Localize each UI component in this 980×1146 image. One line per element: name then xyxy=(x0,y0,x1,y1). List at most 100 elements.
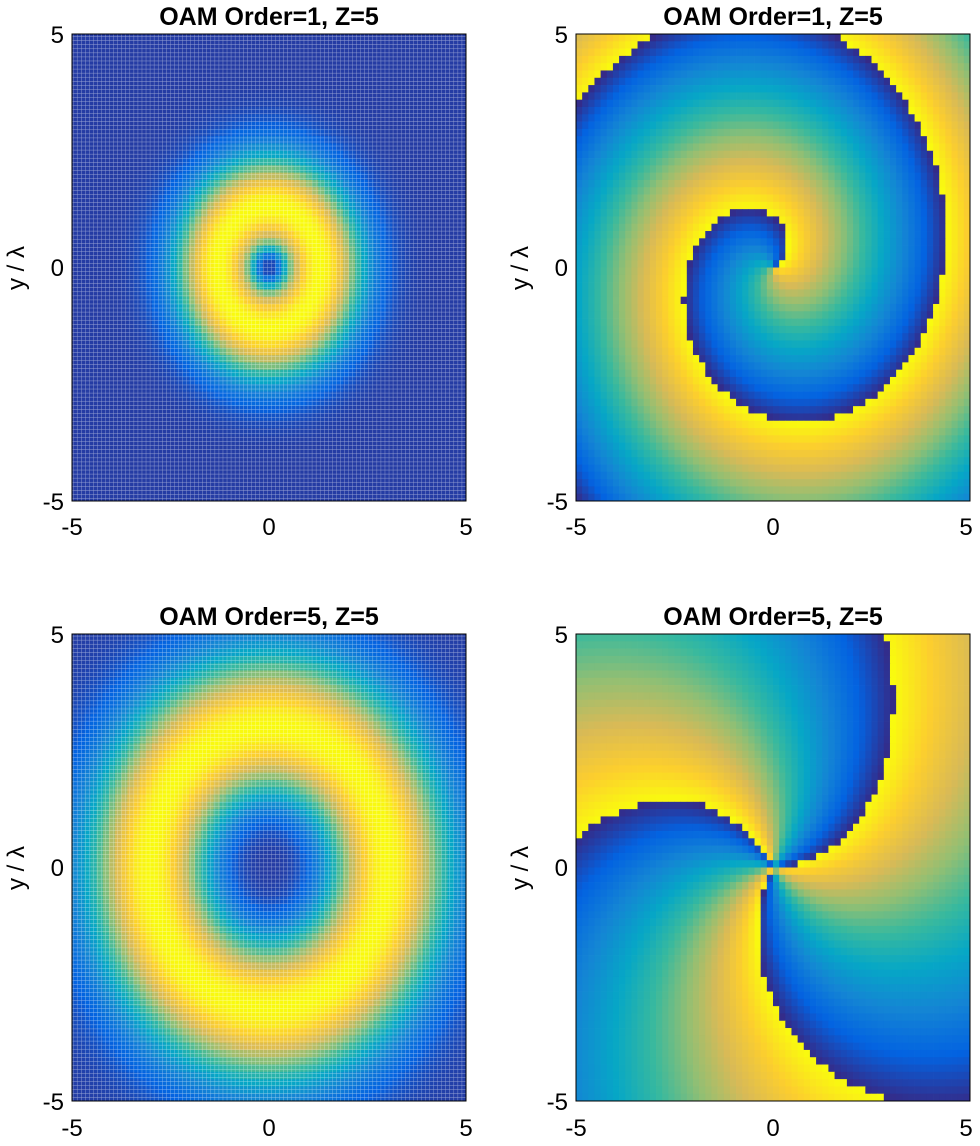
heatmap-cell xyxy=(865,41,872,49)
heatmap-cell xyxy=(926,114,934,122)
heatmap-cell xyxy=(717,128,725,137)
heatmap-cell xyxy=(729,55,737,64)
heatmap-cell xyxy=(742,70,749,79)
heatmap-cell xyxy=(834,121,842,130)
heatmap-cell xyxy=(766,77,774,86)
heatmap-cell xyxy=(896,55,903,64)
panel-2-title: OAM Order=1, Z=5 xyxy=(663,3,883,31)
heatmap-cell xyxy=(649,63,657,71)
heatmap-cell xyxy=(649,121,657,130)
heatmap-cell xyxy=(883,41,891,49)
heatmap-cell xyxy=(914,55,922,64)
heatmap-cell xyxy=(939,55,946,64)
heatmap-cell xyxy=(816,48,823,57)
heatmap-cell xyxy=(662,63,669,71)
heatmap-cell xyxy=(600,41,608,49)
panel-1-xtick-2: 5 xyxy=(459,514,472,541)
heatmap-cell xyxy=(957,77,965,86)
heatmap-cell xyxy=(748,55,755,64)
heatmap-cell xyxy=(631,55,638,64)
heatmap-cell xyxy=(692,48,700,57)
heatmap-cell xyxy=(600,106,608,115)
heatmap-cell xyxy=(625,34,632,42)
heatmap-cell xyxy=(822,99,829,108)
heatmap-cell xyxy=(908,121,915,130)
heatmap-cell xyxy=(748,121,755,130)
heatmap-cell xyxy=(945,99,952,108)
heatmap-cell xyxy=(692,41,700,49)
heatmap-cell xyxy=(612,34,620,42)
heatmap-cell xyxy=(612,99,620,108)
heatmap-cell xyxy=(957,121,965,130)
heatmap-cell xyxy=(809,41,817,49)
heatmap-cell xyxy=(674,63,682,71)
heatmap-cell xyxy=(785,63,792,71)
heatmap-cell xyxy=(680,48,688,57)
heatmap-cell xyxy=(908,92,915,101)
heatmap-cell xyxy=(846,55,854,64)
heatmap-cell xyxy=(828,114,835,122)
heatmap-cell xyxy=(748,48,755,57)
heatmap-cell xyxy=(760,34,768,42)
heatmap-cell xyxy=(920,121,928,130)
heatmap-cell xyxy=(877,92,885,101)
heatmap-cell xyxy=(853,55,860,64)
heatmap-cell xyxy=(656,99,663,108)
heatmap-cell xyxy=(656,85,663,93)
heatmap-cell xyxy=(939,85,946,93)
heatmap-cell xyxy=(748,41,755,49)
heatmap-cell xyxy=(643,99,651,108)
heatmap-cell xyxy=(748,63,755,71)
heatmap-cell xyxy=(951,70,959,79)
heatmap-cell xyxy=(877,99,885,108)
heatmap-cell xyxy=(631,121,638,130)
heatmap-cell xyxy=(729,92,737,101)
heatmap-cell xyxy=(834,99,842,108)
heatmap-cell xyxy=(939,121,946,130)
heatmap-cell xyxy=(822,48,829,57)
heatmap-cell xyxy=(625,85,632,93)
heatmap-cell xyxy=(711,55,718,64)
heatmap-cell xyxy=(926,34,934,42)
heatmap-cell xyxy=(896,63,903,71)
heatmap-cell xyxy=(582,48,589,57)
heatmap-cell xyxy=(883,48,891,57)
heatmap-cell xyxy=(606,48,614,57)
heatmap-cell xyxy=(705,48,712,57)
heatmap-cell xyxy=(896,34,903,42)
heatmap-cell xyxy=(582,77,589,86)
heatmap-cell xyxy=(779,92,786,101)
heatmap-cell xyxy=(692,128,700,137)
heatmap-cell xyxy=(619,77,626,86)
panel-1-xtick-1: 0 xyxy=(262,514,275,541)
heatmap-cell xyxy=(643,121,651,130)
heatmap-cell xyxy=(576,77,583,86)
heatmap-cell xyxy=(619,55,626,64)
heatmap-cell xyxy=(582,63,589,71)
heatmap-cell xyxy=(939,106,946,115)
heatmap-cell xyxy=(754,77,762,86)
heatmap-cell xyxy=(699,77,706,86)
heatmap-cell xyxy=(612,70,620,79)
heatmap-cell xyxy=(754,34,762,42)
heatmap-cell xyxy=(649,34,657,42)
heatmap-cell xyxy=(791,63,798,71)
heatmap-cell xyxy=(828,48,835,57)
heatmap-cell xyxy=(908,99,915,108)
heatmap-cell xyxy=(951,41,959,49)
heatmap-cell xyxy=(674,77,682,86)
heatmap-cell xyxy=(588,128,595,137)
heatmap-cell xyxy=(766,92,774,101)
heatmap-cell xyxy=(791,48,798,57)
heatmap-cell xyxy=(914,48,922,57)
heatmap-cell xyxy=(705,41,712,49)
heatmap-cell xyxy=(785,55,792,64)
heatmap-cell xyxy=(785,99,792,108)
heatmap-cell xyxy=(797,70,805,79)
heatmap-cell xyxy=(877,63,885,71)
heatmap-cell xyxy=(871,85,879,93)
heatmap-cell xyxy=(637,77,645,86)
heatmap-cell xyxy=(637,92,645,101)
heatmap-cell xyxy=(668,128,675,137)
heatmap-cell xyxy=(692,70,700,79)
